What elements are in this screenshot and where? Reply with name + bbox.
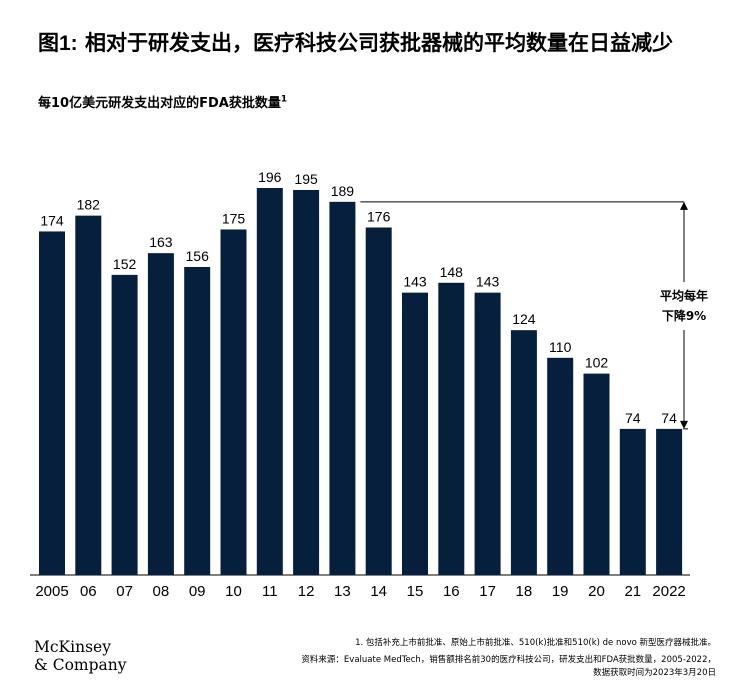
category-label-16: 16 xyxy=(443,583,460,600)
source-line-2: 数据获取时间为2023年3月20日 xyxy=(593,668,716,678)
bar-07 xyxy=(111,274,138,575)
category-label-2005: 2005 xyxy=(35,583,68,600)
value-label-19: 110 xyxy=(549,339,572,355)
value-label-14: 176 xyxy=(367,208,391,224)
mckinsey-logo: McKinsey & Company xyxy=(34,638,127,674)
bar-09 xyxy=(184,266,211,575)
bar-14 xyxy=(365,227,392,575)
category-label-08: 08 xyxy=(153,583,170,600)
title-text: 相对于研发支出，医疗科技公司获批器械的平均数量在日益减少 xyxy=(85,31,673,55)
category-label-21: 21 xyxy=(624,583,641,600)
category-label-12: 12 xyxy=(298,583,315,600)
bar-06 xyxy=(75,215,102,575)
value-label-2022: 74 xyxy=(661,410,677,426)
bar-11 xyxy=(256,188,283,575)
annotation-text-line-2: 下降9% xyxy=(662,308,706,323)
subtitle-text: 每10亿美元研发支出对应的FDA获批数量 xyxy=(38,96,281,111)
source-note: 资料来源：Evaluate MedTech，销售额排名前30的医疗科技公司，研发… xyxy=(196,654,716,680)
value-label-18: 124 xyxy=(512,311,536,327)
category-label-07: 07 xyxy=(116,583,133,600)
category-label-20: 20 xyxy=(588,583,605,600)
bar-17 xyxy=(474,292,501,575)
logo-line-1: McKinsey xyxy=(34,638,111,656)
annotation-text-line-1: 平均每年 xyxy=(660,288,708,303)
figure-label: 图1: xyxy=(38,32,78,55)
category-label-14: 14 xyxy=(370,583,387,600)
value-label-20: 102 xyxy=(585,355,609,371)
category-label-06: 06 xyxy=(80,583,97,600)
value-label-08: 163 xyxy=(149,234,173,250)
subtitle-footnote-marker: 1 xyxy=(280,94,288,105)
category-label-2022: 2022 xyxy=(652,583,685,600)
value-label-09: 156 xyxy=(186,248,210,264)
category-label-15: 15 xyxy=(407,583,424,600)
bar-19 xyxy=(547,357,574,575)
category-labels-group: 2005 06 07 08 09 10 11 12 13 14 15 16 17 18 19 20 21 2022 xyxy=(35,583,685,600)
chart-title: 图1: 相对于研发支出，医疗科技公司获批器械的平均数量在日益减少 xyxy=(38,28,728,59)
category-label-18: 18 xyxy=(516,583,533,600)
footnote: 1. 包括补充上市前批准、原始上市前批准、510(k)批准和510(k) de … xyxy=(355,638,716,648)
bar-2005 xyxy=(39,231,65,575)
bar-08 xyxy=(147,253,174,576)
value-label-06: 182 xyxy=(77,197,101,213)
bar-10 xyxy=(220,229,247,575)
value-labels-group: 174 182 152 163 156 175 196 195 189 176 143 148 143 1… xyxy=(40,169,677,426)
chart-subtitle: 每10亿美元研发支出对应的FDA获批数量1 xyxy=(38,92,287,111)
value-label-16: 148 xyxy=(440,264,464,280)
bar-13 xyxy=(329,201,356,576)
bar-18 xyxy=(510,330,537,575)
value-label-11: 196 xyxy=(258,169,282,185)
value-label-2005: 174 xyxy=(40,212,64,228)
value-label-17: 143 xyxy=(476,274,500,290)
logo-line-2: & Company xyxy=(34,656,127,674)
annotation-arrow-up xyxy=(680,201,688,210)
value-label-21: 74 xyxy=(625,410,641,426)
bar-20 xyxy=(583,373,610,575)
value-label-12: 195 xyxy=(294,171,318,187)
bar-2022 xyxy=(656,428,683,575)
bar-12 xyxy=(293,189,320,575)
category-label-09: 09 xyxy=(189,583,206,600)
value-label-15: 143 xyxy=(403,274,427,290)
bar-16 xyxy=(438,282,465,575)
annotation-arrow-down xyxy=(680,420,688,429)
bars-group xyxy=(30,188,690,576)
value-label-07: 152 xyxy=(113,256,137,272)
category-label-17: 17 xyxy=(479,583,496,600)
value-label-13: 189 xyxy=(331,183,355,199)
category-label-19: 19 xyxy=(552,583,569,600)
category-label-10: 10 xyxy=(225,583,242,600)
bar-15 xyxy=(402,292,428,575)
bar-21 xyxy=(619,428,646,575)
source-line-1: 资料来源：Evaluate MedTech，销售额排名前30的医疗科技公司，研发… xyxy=(301,655,716,665)
value-label-10: 175 xyxy=(222,210,246,226)
category-label-13: 13 xyxy=(334,583,351,600)
category-label-11: 11 xyxy=(262,583,278,600)
